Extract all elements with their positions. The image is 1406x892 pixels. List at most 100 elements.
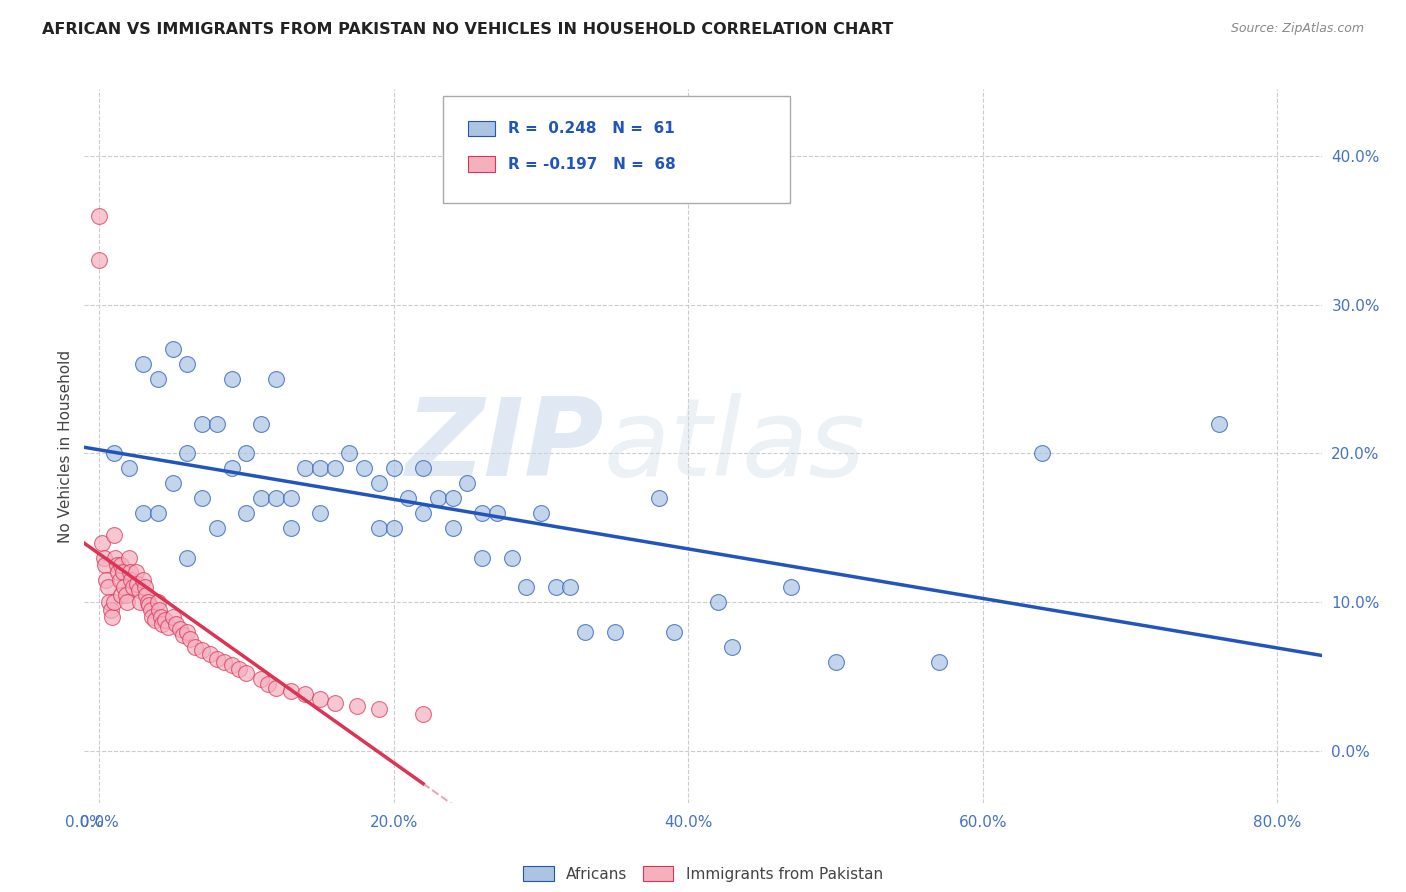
Point xyxy=(544,580,567,594)
Point xyxy=(100,602,122,616)
Point xyxy=(176,624,198,639)
Text: R =  0.248   N =  61: R = 0.248 N = 61 xyxy=(508,121,675,136)
Point xyxy=(396,491,419,505)
Text: 0.0%: 0.0% xyxy=(65,814,104,830)
Point xyxy=(127,577,149,591)
Point xyxy=(471,550,494,565)
Point xyxy=(323,461,346,475)
Point xyxy=(172,628,194,642)
Point xyxy=(179,632,201,647)
Text: ZIP: ZIP xyxy=(406,393,605,499)
Point xyxy=(221,657,243,672)
Point xyxy=(191,417,214,431)
Point xyxy=(132,357,155,371)
Text: 20.0%: 20.0% xyxy=(370,814,418,830)
FancyBboxPatch shape xyxy=(468,120,495,136)
Point xyxy=(152,617,174,632)
Point xyxy=(128,583,150,598)
Text: atlas: atlas xyxy=(605,393,866,499)
Text: AFRICAN VS IMMIGRANTS FROM PAKISTAN NO VEHICLES IN HOUSEHOLD CORRELATION CHART: AFRICAN VS IMMIGRANTS FROM PAKISTAN NO V… xyxy=(42,22,893,37)
Point xyxy=(169,622,191,636)
Point xyxy=(205,651,228,665)
Point xyxy=(1208,417,1230,431)
Point xyxy=(441,521,464,535)
Point xyxy=(146,372,169,386)
Point xyxy=(257,677,280,691)
Point xyxy=(382,521,405,535)
Point xyxy=(139,602,162,616)
Point xyxy=(103,528,125,542)
Point xyxy=(110,558,132,572)
Point xyxy=(441,491,464,505)
Point xyxy=(471,506,494,520)
Point xyxy=(382,461,405,475)
Point xyxy=(412,506,434,520)
Point xyxy=(91,535,114,549)
Point xyxy=(146,595,169,609)
Point xyxy=(93,550,115,565)
Point xyxy=(603,624,626,639)
Point xyxy=(191,491,214,505)
Point xyxy=(309,461,332,475)
Point xyxy=(149,610,172,624)
Point xyxy=(824,655,846,669)
Point xyxy=(103,595,125,609)
Point xyxy=(485,506,508,520)
Point xyxy=(235,666,257,681)
Point xyxy=(132,506,155,520)
Point xyxy=(264,681,287,696)
Point xyxy=(250,491,273,505)
Point xyxy=(105,558,128,572)
Y-axis label: No Vehicles in Household: No Vehicles in Household xyxy=(58,350,73,542)
Point xyxy=(198,647,221,661)
Point xyxy=(148,602,170,616)
Point xyxy=(121,573,143,587)
Point xyxy=(264,491,287,505)
Point xyxy=(456,476,478,491)
Point xyxy=(146,506,169,520)
Point xyxy=(368,476,391,491)
Point xyxy=(501,550,523,565)
Point xyxy=(122,580,145,594)
Point xyxy=(250,673,273,687)
Point xyxy=(155,613,177,627)
Point xyxy=(280,521,302,535)
Point xyxy=(97,580,120,594)
Point xyxy=(264,372,287,386)
Point xyxy=(780,580,803,594)
Point xyxy=(110,588,132,602)
Point xyxy=(309,691,332,706)
Point xyxy=(368,521,391,535)
Point xyxy=(96,573,118,587)
Point xyxy=(560,580,582,594)
Point xyxy=(339,446,361,460)
Point xyxy=(129,595,152,609)
Point xyxy=(353,461,375,475)
Point xyxy=(111,566,134,580)
Text: Source: ZipAtlas.com: Source: ZipAtlas.com xyxy=(1230,22,1364,36)
Text: 40.0%: 40.0% xyxy=(664,814,713,830)
Point xyxy=(136,595,159,609)
Point xyxy=(117,550,139,565)
Point xyxy=(235,446,257,460)
Point xyxy=(294,461,316,475)
Point xyxy=(162,343,184,357)
Point xyxy=(214,655,236,669)
Point xyxy=(162,476,184,491)
Point xyxy=(928,655,950,669)
Point xyxy=(165,617,187,632)
Point xyxy=(87,253,110,268)
Point xyxy=(648,491,671,505)
Point xyxy=(235,506,257,520)
FancyBboxPatch shape xyxy=(443,96,790,203)
Point xyxy=(114,588,136,602)
Point xyxy=(176,550,198,565)
Point xyxy=(412,461,434,475)
Point xyxy=(221,372,243,386)
Point xyxy=(162,610,184,624)
Point xyxy=(125,566,148,580)
Point xyxy=(157,620,180,634)
Point xyxy=(294,687,316,701)
Point xyxy=(135,588,157,602)
Point xyxy=(323,696,346,710)
